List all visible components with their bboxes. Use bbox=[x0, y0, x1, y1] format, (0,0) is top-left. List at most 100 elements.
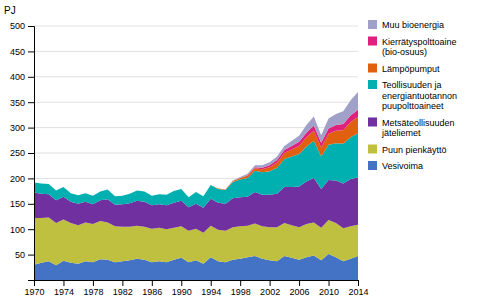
y-tick-mark bbox=[28, 255, 34, 256]
x-tick-label: 1990 bbox=[172, 287, 192, 297]
y-tick-label: 150 bbox=[10, 199, 25, 209]
y-tick: 500 bbox=[10, 21, 34, 31]
x-tick-mark bbox=[211, 280, 212, 286]
x-tick: 1974 bbox=[54, 280, 74, 297]
area bbox=[34, 177, 358, 232]
legend-item: Teollisuuden jaenergiantuotannonpuupoltt… bbox=[368, 80, 457, 111]
x-tick-mark bbox=[63, 280, 64, 286]
grid-line bbox=[34, 51, 358, 52]
y-tick: 250 bbox=[10, 148, 34, 158]
legend-label: Puun pienkäyttö bbox=[382, 145, 447, 155]
x-tick: 1986 bbox=[142, 280, 162, 297]
y-tick-mark bbox=[28, 26, 34, 27]
x-tick: 1990 bbox=[172, 280, 192, 297]
x-tick-mark bbox=[181, 280, 182, 286]
y-tick-label: 400 bbox=[10, 72, 25, 82]
areas bbox=[34, 92, 358, 280]
x-tick-label: 1994 bbox=[201, 287, 221, 297]
legend-item: Vesivoima bbox=[368, 161, 423, 171]
y-tick-label: 500 bbox=[10, 21, 25, 31]
legend-item: Metsäteollisuudenjäteliemet bbox=[368, 118, 455, 139]
y-tick-label: 300 bbox=[10, 123, 25, 133]
x-tick: 1978 bbox=[83, 280, 103, 297]
legend-label: Teollisuuden jaenergiantuotannonpuupoltt… bbox=[382, 80, 457, 111]
x-tick-mark bbox=[270, 280, 271, 286]
legend-swatch bbox=[368, 20, 377, 29]
y-tick: 450 bbox=[10, 47, 34, 57]
x-axis-line bbox=[35, 281, 359, 287]
x-tick-label: 1974 bbox=[54, 287, 74, 297]
x-tick: 2014 bbox=[348, 280, 368, 297]
y-axis-title: PJ bbox=[4, 5, 16, 16]
legend-swatch bbox=[368, 118, 377, 127]
x-tick-label: 2010 bbox=[319, 287, 339, 297]
x-tick-mark bbox=[299, 280, 300, 286]
y-tick-label: 50 bbox=[15, 250, 25, 260]
y-tick-mark bbox=[28, 51, 34, 52]
x-tick: 1970 bbox=[24, 280, 44, 297]
y-tick-mark bbox=[28, 102, 34, 103]
y-tick-mark bbox=[28, 77, 34, 78]
legend-item: Lämpöpumput bbox=[368, 64, 440, 74]
x-tick-label: 2006 bbox=[290, 287, 310, 297]
x-tick-label: 2014 bbox=[348, 287, 368, 297]
y-tick-label: 200 bbox=[10, 174, 25, 184]
legend-swatch bbox=[368, 37, 377, 46]
legend-label: Lämpöpumput bbox=[382, 64, 440, 74]
grid-line bbox=[34, 26, 358, 27]
x-tick: 2002 bbox=[260, 280, 280, 297]
y-tick-label: 100 bbox=[10, 225, 25, 235]
x-tick-mark bbox=[329, 280, 330, 286]
y-tick: 100 bbox=[10, 225, 34, 235]
y-tick-label: 450 bbox=[10, 47, 25, 57]
x-tick: 1982 bbox=[113, 280, 133, 297]
x-tick-label: 1998 bbox=[231, 287, 251, 297]
y-tick-label: 250 bbox=[10, 148, 25, 158]
x-tick-mark bbox=[93, 280, 94, 286]
legend-swatch bbox=[368, 64, 377, 73]
legend-swatch bbox=[368, 145, 377, 154]
x-tick: 2006 bbox=[290, 280, 310, 297]
y-tick-mark bbox=[28, 229, 34, 230]
legend-label: Vesivoima bbox=[382, 161, 423, 171]
legend-item: Muu bioenergia bbox=[368, 20, 444, 30]
x-tick-label: 1982 bbox=[113, 287, 133, 297]
legend: Muu bioenergia Kierrätyspolttoaine(bio-os… bbox=[368, 20, 457, 171]
legend-item: Puun pienkäyttö bbox=[368, 145, 447, 155]
y-axis: 50 100 150 200 250 300 350 400 450 500 bbox=[10, 21, 35, 280]
chart: 1970 1974 1978 1982 1986 1990 1994 1998 2002 2006… bbox=[0, 0, 492, 302]
x-tick-label: 1986 bbox=[142, 287, 162, 297]
y-tick-label: 350 bbox=[10, 98, 25, 108]
grid-line bbox=[34, 102, 358, 103]
x-tick: 1998 bbox=[231, 280, 251, 297]
x-tick-mark bbox=[240, 280, 241, 286]
legend-label: Muu bioenergia bbox=[382, 20, 444, 30]
x-axis: 1970 1974 1978 1982 1986 1990 1994 1998 2002 2006… bbox=[24, 280, 368, 297]
y-tick: 50 bbox=[15, 250, 34, 260]
legend-label: Metsäteollisuudenjäteliemet bbox=[381, 118, 455, 139]
legend-item: Kierrätyspolttoaine(bio-osuus) bbox=[368, 37, 457, 58]
y-tick: 400 bbox=[10, 72, 34, 82]
x-tick-mark bbox=[152, 280, 153, 286]
y-tick-mark bbox=[28, 128, 34, 129]
x-tick-mark bbox=[122, 280, 123, 286]
x-tick-mark bbox=[358, 280, 359, 286]
legend-swatch bbox=[368, 161, 377, 170]
x-tick-label: 2002 bbox=[260, 287, 280, 297]
grid-line bbox=[34, 76, 358, 77]
y-tick: 150 bbox=[10, 199, 34, 209]
y-tick: 300 bbox=[10, 123, 34, 133]
y-tick: 350 bbox=[10, 98, 34, 108]
y-axis-line bbox=[28, 27, 35, 281]
legend-swatch bbox=[368, 80, 377, 89]
grid bbox=[34, 26, 358, 255]
x-tick-label: 1970 bbox=[24, 287, 44, 297]
y-tick-mark bbox=[28, 204, 34, 205]
y-tick: 200 bbox=[10, 174, 34, 184]
area bbox=[34, 133, 358, 208]
plot: 1970 1974 1978 1982 1986 1990 1994 1998 2002 2006… bbox=[4, 5, 369, 297]
x-tick: 2010 bbox=[319, 280, 339, 297]
x-tick-label: 1978 bbox=[83, 287, 103, 297]
y-tick-mark bbox=[28, 178, 34, 179]
area bbox=[34, 92, 358, 197]
